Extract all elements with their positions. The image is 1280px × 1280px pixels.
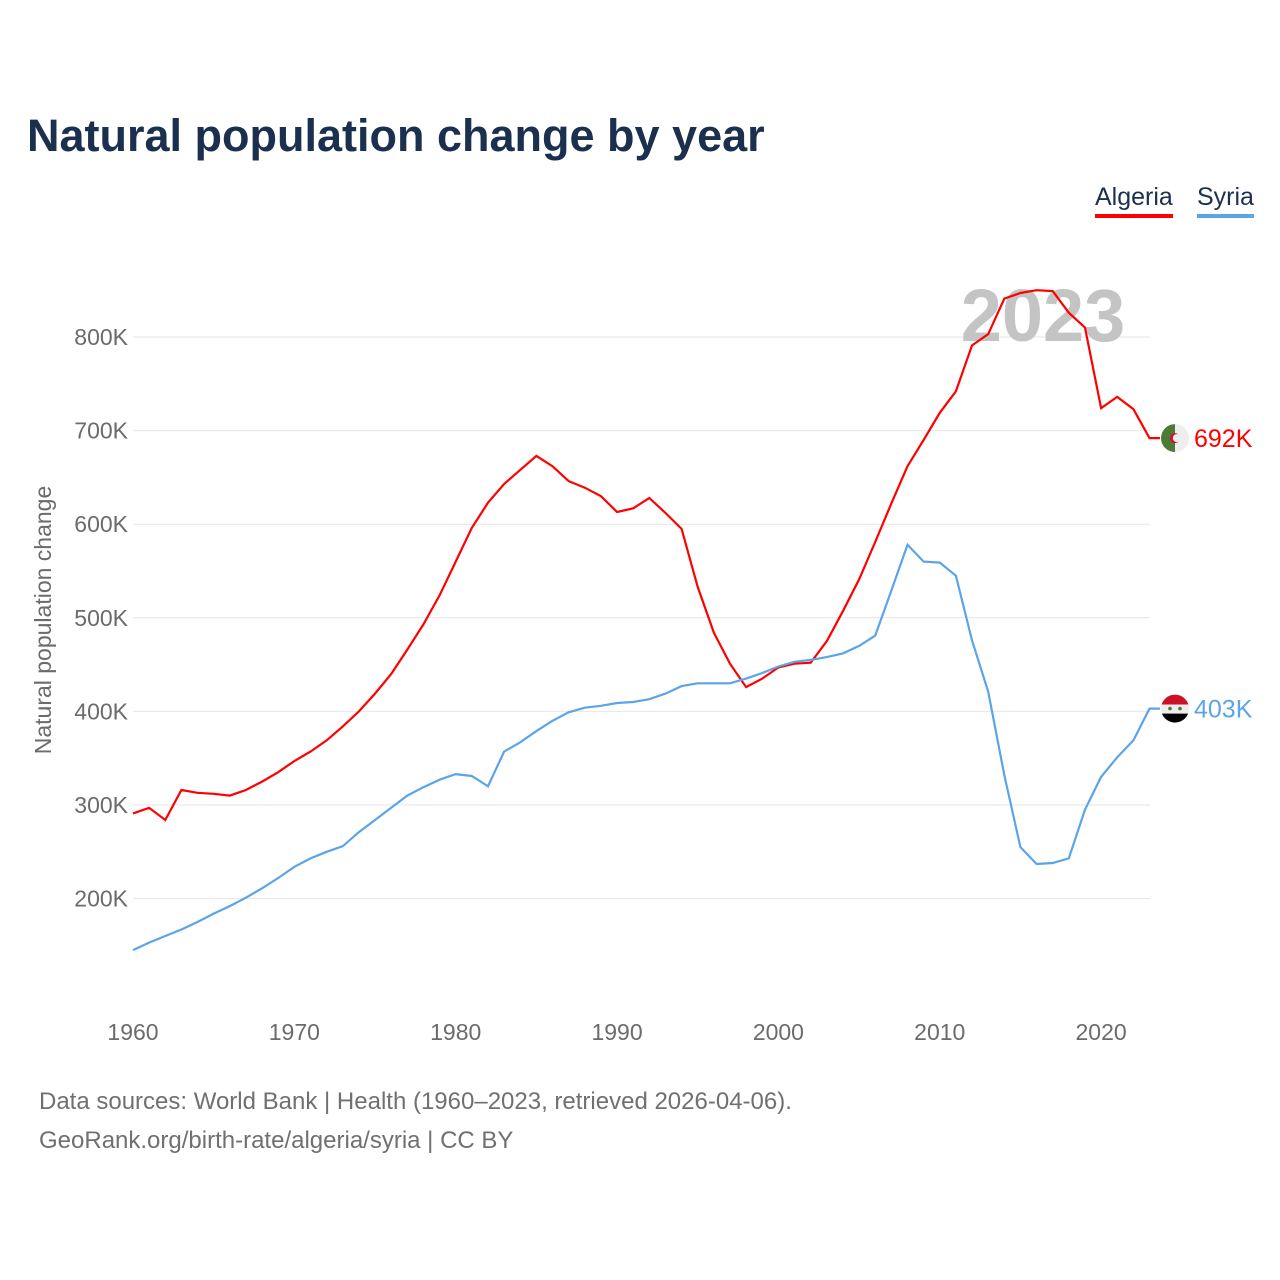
y-tick-label: 700K bbox=[74, 418, 128, 444]
footer-sources: Data sources: World Bank | Health (1960–… bbox=[39, 1088, 792, 1115]
series-line-syria[interactable] bbox=[132, 542, 1160, 952]
legend-item-algeria[interactable]: Algeria bbox=[1095, 183, 1173, 218]
footer-link[interactable]: GeoRank.org/birth-rate/algeria/syria | C… bbox=[39, 1127, 514, 1154]
y-tick-label: 300K bbox=[74, 792, 128, 818]
x-tick-label: 2020 bbox=[1076, 1019, 1127, 1045]
y-axis-label: Natural population change bbox=[30, 486, 56, 755]
algeria-flag-icon bbox=[1161, 424, 1189, 453]
end-value-label: 692K bbox=[1194, 425, 1253, 453]
y-tick-label: 500K bbox=[74, 605, 128, 631]
x-tick-label: 1980 bbox=[430, 1019, 481, 1045]
y-tick-label: 400K bbox=[74, 698, 128, 724]
syria-flag-icon bbox=[1161, 694, 1189, 723]
y-tick-label: 200K bbox=[74, 886, 128, 912]
end-value-label: 403K bbox=[1194, 696, 1253, 724]
x-tick-label: 1960 bbox=[107, 1019, 158, 1045]
series-line-algeria[interactable] bbox=[132, 289, 1160, 822]
chart-title: Natural population change by year bbox=[27, 110, 765, 161]
x-tick-label: 1970 bbox=[269, 1019, 320, 1045]
y-tick-label: 800K bbox=[74, 324, 128, 350]
x-tick-label: 1990 bbox=[591, 1019, 642, 1045]
y-tick-label: 600K bbox=[74, 511, 128, 537]
x-tick-label: 2000 bbox=[753, 1019, 804, 1045]
year-watermark: 2023 bbox=[961, 274, 1126, 357]
x-tick-label: 2010 bbox=[914, 1019, 965, 1045]
legend-item-syria[interactable]: Syria bbox=[1197, 183, 1254, 218]
